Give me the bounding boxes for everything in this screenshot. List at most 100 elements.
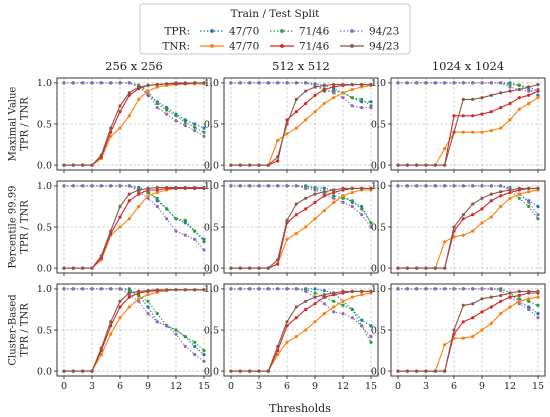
data-point — [508, 196, 512, 200]
legend-swatch-marker — [350, 29, 354, 33]
data-point — [405, 266, 409, 270]
data-point — [443, 343, 447, 347]
data-point — [174, 328, 178, 332]
data-point — [369, 335, 373, 339]
data-point — [183, 344, 187, 348]
data-point — [461, 184, 465, 188]
data-point — [360, 85, 364, 89]
data-point — [332, 194, 336, 198]
data-point — [452, 328, 456, 332]
series-line — [231, 187, 371, 269]
data-point — [109, 332, 113, 336]
data-point — [461, 336, 465, 340]
data-point — [99, 153, 103, 157]
data-point — [508, 305, 512, 309]
data-point — [332, 200, 336, 204]
data-point — [461, 217, 465, 221]
data-point — [471, 229, 475, 233]
data-point — [499, 289, 503, 293]
data-point — [294, 184, 298, 188]
series-line — [64, 187, 204, 269]
data-point — [527, 186, 531, 190]
x-tick-label: 15 — [532, 381, 544, 392]
data-point — [285, 184, 289, 188]
data-point — [461, 303, 465, 307]
data-point — [341, 83, 345, 87]
data-point — [322, 289, 326, 293]
data-point — [257, 163, 261, 167]
data-point — [238, 287, 242, 291]
legend: Train / Test Split TPR: TNR: 47/70 71/46 94/2… — [139, 3, 411, 55]
data-point — [536, 295, 540, 299]
data-point — [118, 305, 122, 309]
panel: 0.0 0.5 1.0 — [204, 77, 379, 173]
legend-swatch-marker — [210, 29, 214, 33]
data-point — [489, 215, 493, 219]
x-tick-label: 9 — [479, 381, 485, 392]
data-point — [480, 96, 484, 100]
data-point — [248, 184, 252, 188]
y-tick-label: 0.5 — [371, 325, 386, 336]
data-point — [332, 188, 336, 192]
data-point — [360, 186, 364, 190]
data-point — [137, 204, 141, 209]
y-tick-label: 0.0 — [371, 160, 386, 171]
series-line — [64, 288, 205, 351]
data-point — [517, 186, 521, 190]
data-point — [536, 316, 540, 320]
data-point — [433, 266, 437, 270]
data-point — [341, 91, 345, 95]
data-point — [508, 291, 512, 295]
legend-row-label: TNR: — [162, 41, 190, 53]
data-point — [183, 218, 187, 222]
data-point — [471, 202, 475, 206]
data-point — [350, 316, 354, 320]
data-point — [81, 369, 85, 373]
data-point — [350, 295, 354, 299]
data-point — [294, 81, 298, 85]
data-point — [480, 196, 484, 200]
x-tick-label: 6 — [451, 381, 457, 392]
data-point — [146, 89, 150, 93]
series-line — [398, 82, 539, 92]
data-point — [202, 353, 206, 357]
row-title: TPR / TNR — [20, 200, 31, 254]
data-point — [248, 163, 252, 167]
data-point — [81, 287, 85, 291]
data-point — [276, 159, 280, 163]
data-point — [276, 184, 280, 188]
series-line — [398, 296, 539, 372]
data-point — [415, 81, 419, 85]
series-line — [231, 84, 372, 166]
data-point — [369, 289, 373, 293]
data-point — [257, 81, 261, 85]
data-point — [536, 204, 540, 209]
data-point — [313, 291, 317, 295]
panel: 0.0 0.5 1.0 — [371, 77, 546, 173]
data-point — [202, 186, 206, 190]
data-point — [202, 81, 206, 85]
data-point — [517, 107, 521, 111]
data-point — [433, 163, 437, 167]
data-point — [499, 194, 503, 198]
data-point — [350, 204, 354, 209]
y-tick-label: 0.5 — [371, 222, 386, 233]
data-point — [118, 126, 122, 130]
x-tick-label: 9 — [145, 381, 151, 392]
series-line — [64, 289, 204, 372]
data-point — [499, 91, 503, 95]
data-point — [369, 340, 373, 344]
data-point — [443, 369, 447, 373]
data-point — [155, 196, 159, 200]
data-point — [461, 287, 465, 291]
data-point — [322, 295, 326, 299]
data-point — [285, 81, 289, 85]
data-point — [536, 312, 540, 316]
data-point — [341, 194, 345, 198]
panel: 0 3 6 9 12 15 0.0 0.5 1.0 — [371, 283, 546, 392]
y-tick-label: 0.0 — [371, 366, 386, 377]
data-point — [137, 97, 141, 101]
data-point — [360, 207, 364, 211]
data-point — [499, 293, 503, 298]
